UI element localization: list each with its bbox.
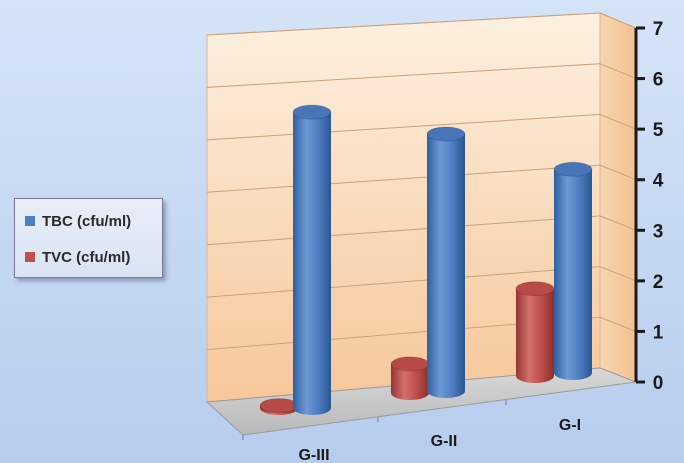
bar-tvc-g-ii [390, 356, 430, 400]
gridline-side [599, 12, 637, 29]
bar-tvc-g-ii-cap [390, 356, 430, 372]
legend-item-tbc: TBC (cfu/ml) [25, 211, 131, 231]
y-axis: 0 1 2 3 4 5 6 7 [634, 19, 664, 394]
gridline-side [599, 113, 637, 130]
x-tick-label: G-I [559, 417, 581, 434]
bar-tvc-g-i-cap [515, 281, 555, 297]
bar-tvc-g-i [515, 281, 555, 383]
side-wall [599, 12, 637, 383]
bars [259, 104, 593, 416]
bar-tbc-g-iii-body [293, 112, 331, 416]
bar-tvc-g-iii [259, 398, 299, 415]
bar-tbc-g-iii-cap [292, 104, 332, 120]
y-tick-label: 3 [653, 221, 664, 242]
legend-label-tvc: TVC (cfu/ml) [42, 248, 131, 266]
legend-label-tbc: TBC (cfu/ml) [42, 212, 132, 230]
gridline [206, 215, 601, 246]
gridline [206, 164, 601, 193]
bar-tbc-g-i-body [554, 169, 592, 380]
legend: TBC (cfu/ml) TVC (cfu/ml) [14, 198, 163, 278]
y-tick-label: 4 [653, 171, 664, 192]
bar-tbc-g-ii-cap [426, 126, 466, 142]
x-axis-labels: G-III G-II G-I [242, 400, 581, 463]
bar-tbc-g-i [553, 161, 593, 380]
gridline-side [599, 164, 637, 181]
legend-swatch-tbc [25, 216, 35, 226]
bar-tbc-g-iii [292, 104, 332, 416]
gridline-side [599, 63, 637, 80]
gridline-side [599, 316, 637, 332]
y-tick-label: 6 [653, 70, 664, 91]
gridlines [206, 12, 637, 351]
y-tick-label: 1 [653, 322, 664, 343]
x-tick-label: G-III [298, 447, 329, 463]
gridline [206, 63, 601, 88]
x-tick-label: G-II [431, 433, 458, 450]
gridline-side [599, 266, 637, 282]
gridline [206, 12, 601, 36]
bar-tvc-g-iii-cap [259, 398, 299, 414]
gridline [206, 113, 601, 141]
y-tick-label: 5 [653, 120, 664, 141]
bar-tbc-g-ii [426, 126, 466, 398]
bar-tbc-g-ii-body [427, 133, 465, 398]
gridline [206, 266, 601, 298]
bar-tvc-g-ii-body [391, 363, 429, 400]
bar-tvc-g-i-body [516, 288, 554, 383]
bar-tbc-g-i-cap [553, 161, 593, 177]
y-tick-label: 7 [653, 19, 664, 40]
gridline-side [599, 215, 637, 231]
legend-item-tvc: TVC (cfu/ml) [25, 247, 130, 267]
legend-swatch-tvc [25, 252, 35, 262]
y-tick-label: 2 [653, 272, 664, 293]
y-tick-label: 0 [653, 373, 664, 394]
